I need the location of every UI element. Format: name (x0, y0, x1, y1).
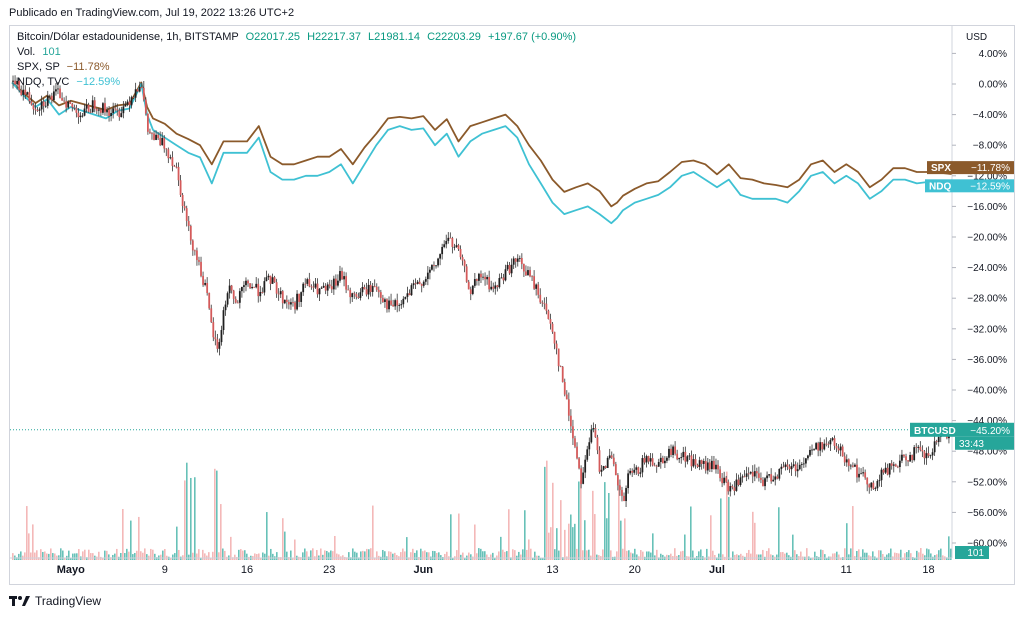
legend-main[interactable]: Bitcoin/Dólar estadounidense, 1h, BITSTA… (17, 31, 576, 44)
footer-brand[interactable]: TradingView (9, 594, 101, 608)
legend-volume-label: Vol. (17, 46, 36, 58)
legend-change: +197.67 (+0.90%) (487, 31, 577, 43)
legend-high: H22217.37 (307, 31, 361, 43)
legend-ndq-value: −12.59% (76, 76, 121, 88)
tradingview-logo-icon (9, 596, 30, 606)
chart-frame (9, 25, 1015, 585)
legend-ndq[interactable]: NDQ, TVC −12.59% (17, 76, 120, 89)
legend-volume-value: 101 (42, 46, 61, 58)
published-note: Publicado en TradingView.com, Jul 19, 20… (9, 7, 295, 19)
legend-spx[interactable]: SPX, SP −11.78% (17, 61, 110, 74)
legend-spx-value: −11.78% (66, 61, 110, 73)
legend-ndq-label: NDQ, TVC (17, 76, 70, 88)
legend-low: L21981.14 (368, 31, 420, 43)
legend-close: C22203.29 (427, 31, 481, 43)
legend-spx-label: SPX, SP (17, 61, 60, 73)
footer-brand-label: TradingView (35, 594, 102, 608)
legend-open: O22017.25 (245, 31, 301, 43)
legend-volume[interactable]: Vol. 101 (17, 46, 61, 59)
legend-symbol-name: Bitcoin/Dólar estadounidense, 1h, BITSTA… (17, 31, 239, 43)
